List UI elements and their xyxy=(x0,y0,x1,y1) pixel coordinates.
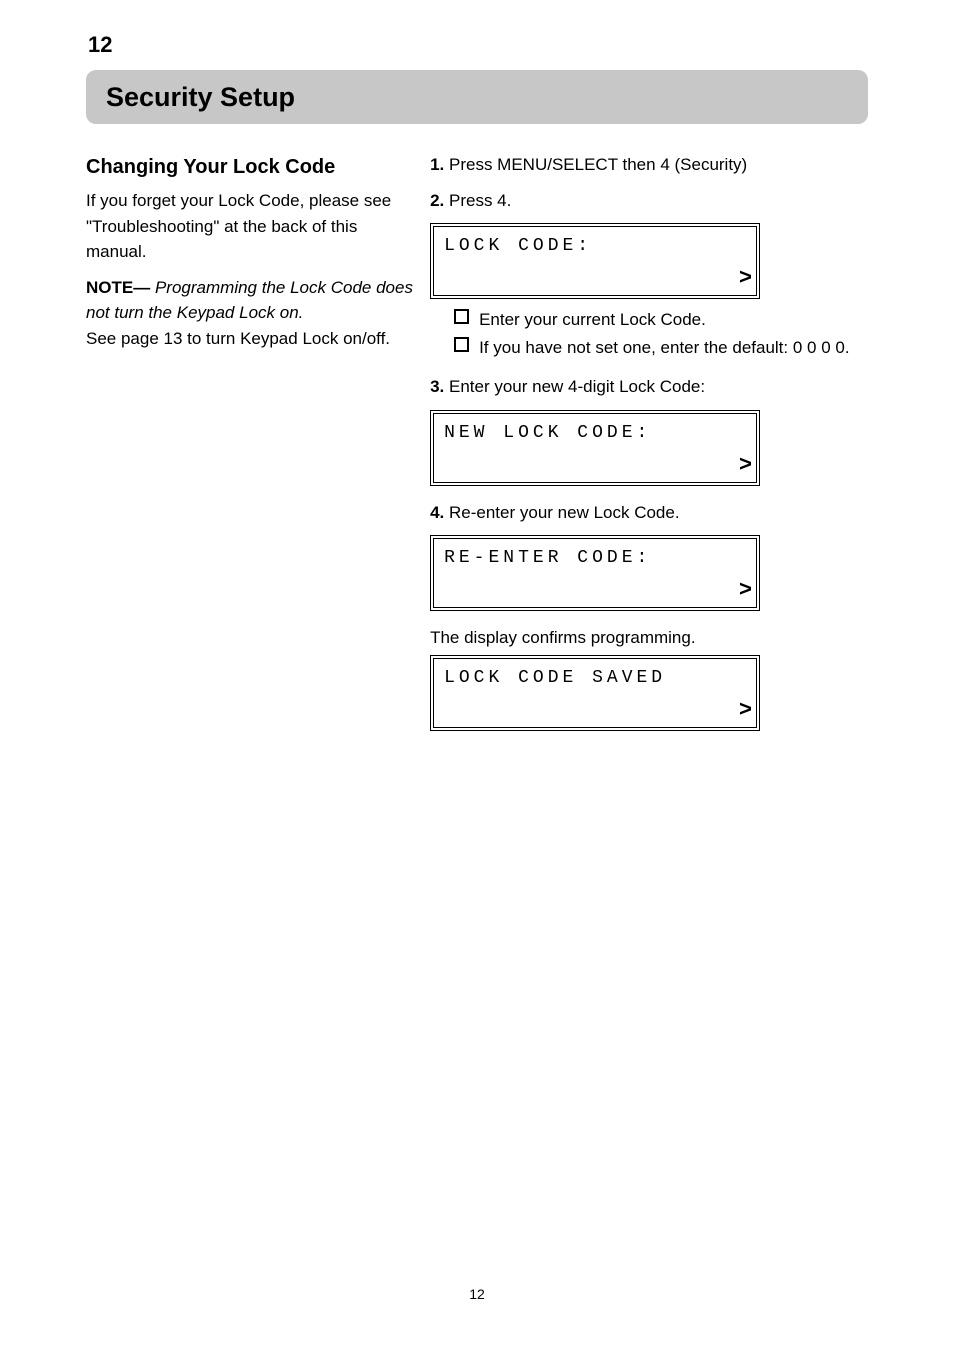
header-title: Security Setup xyxy=(106,79,295,115)
step-4-text: Re-enter your new Lock Code. xyxy=(449,503,680,522)
lcd-line-1: NEW LOCK CODE: xyxy=(444,420,748,447)
right-column: 1. Press MENU/SELECT then 4 (Security) 2… xyxy=(430,152,868,745)
checkbox-icon xyxy=(454,309,469,324)
step-2-num: 2. xyxy=(430,191,444,210)
lcd-lock-code-saved: LOCK CODE SAVED > xyxy=(430,655,760,731)
checkbox-icon xyxy=(454,337,469,352)
step-1-num: 1. xyxy=(430,155,444,174)
page-number-top: 12 xyxy=(88,30,112,60)
left-paragraph: If you forget your Lock Code, please see… xyxy=(86,188,420,265)
lcd-lock-code: LOCK CODE: > xyxy=(430,223,760,299)
note-prefix: NOTE— xyxy=(86,278,150,297)
left-see: See page 13 to turn Keypad Lock on/off. xyxy=(86,326,420,352)
step-3: 3. Enter your new 4-digit Lock Code: xyxy=(430,374,868,400)
checkbox-list: Enter your current Lock Code. If you hav… xyxy=(454,307,868,360)
cb-text-1: Enter your current Lock Code. xyxy=(479,307,706,333)
done-text: The display confirms programming. xyxy=(430,625,868,651)
step-3-num: 3. xyxy=(430,377,444,396)
step-1: 1. Press MENU/SELECT then 4 (Security) xyxy=(430,152,868,178)
lcd-line-1: LOCK CODE SAVED xyxy=(444,665,748,692)
chevron-right-icon: > xyxy=(739,262,752,295)
list-item: If you have not set one, enter the defau… xyxy=(454,335,868,361)
chevron-right-icon: > xyxy=(739,574,752,607)
step-3-text: Enter your new 4-digit Lock Code: xyxy=(449,377,705,396)
chevron-right-icon: > xyxy=(739,449,752,482)
cb-text-2: If you have not set one, enter the defau… xyxy=(479,335,849,361)
step-1-text: Press MENU/SELECT then 4 (Security) xyxy=(449,155,747,174)
lcd-line-1: RE-ENTER CODE: xyxy=(444,545,748,572)
page-number-bottom: 12 xyxy=(0,1285,954,1304)
left-note: NOTE— Programming the Lock Code does not… xyxy=(86,275,420,326)
chevron-right-icon: > xyxy=(739,694,752,727)
left-column: Changing Your Lock Code If you forget yo… xyxy=(86,152,430,745)
list-item: Enter your current Lock Code. xyxy=(454,307,868,333)
step-2: 2. Press 4. xyxy=(430,188,868,214)
step-4-num: 4. xyxy=(430,503,444,522)
lcd-reenter-code: RE-ENTER CODE: > xyxy=(430,535,760,611)
lcd-line-1: LOCK CODE: xyxy=(444,233,748,260)
step-4: 4. Re-enter your new Lock Code. xyxy=(430,500,868,526)
header-bar: Security Setup xyxy=(86,70,868,124)
step-2-text: Press 4. xyxy=(449,191,511,210)
section-heading: Changing Your Lock Code xyxy=(86,152,420,182)
lcd-new-lock-code: NEW LOCK CODE: > xyxy=(430,410,760,486)
